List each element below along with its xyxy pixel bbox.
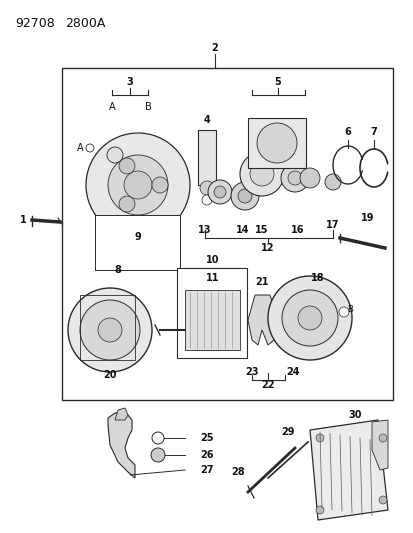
Circle shape bbox=[86, 144, 94, 152]
Text: 92708: 92708 bbox=[15, 17, 55, 30]
Text: 2: 2 bbox=[211, 43, 218, 53]
Text: 7: 7 bbox=[370, 127, 377, 137]
Text: 22: 22 bbox=[261, 380, 274, 390]
Circle shape bbox=[297, 306, 321, 330]
Circle shape bbox=[249, 162, 273, 186]
Polygon shape bbox=[247, 295, 277, 345]
Text: 27: 27 bbox=[199, 465, 213, 475]
Circle shape bbox=[324, 174, 340, 190]
Text: 20: 20 bbox=[103, 370, 116, 380]
Text: 17: 17 bbox=[325, 220, 339, 230]
Circle shape bbox=[98, 318, 122, 342]
Bar bbox=[80, 295, 135, 360]
Text: 4: 4 bbox=[203, 115, 210, 125]
Circle shape bbox=[378, 496, 386, 504]
Circle shape bbox=[199, 181, 214, 195]
Circle shape bbox=[119, 158, 135, 174]
Text: 8: 8 bbox=[114, 265, 121, 275]
Text: 23: 23 bbox=[244, 367, 258, 377]
Circle shape bbox=[152, 177, 168, 193]
Circle shape bbox=[107, 147, 123, 163]
Circle shape bbox=[315, 506, 323, 514]
Text: 3: 3 bbox=[126, 77, 133, 87]
Circle shape bbox=[240, 152, 283, 196]
Text: 6: 6 bbox=[344, 127, 351, 137]
Circle shape bbox=[214, 186, 225, 198]
Text: B: B bbox=[144, 102, 151, 112]
Polygon shape bbox=[108, 412, 135, 478]
Polygon shape bbox=[371, 420, 387, 470]
Circle shape bbox=[207, 180, 231, 204]
Text: 9: 9 bbox=[134, 232, 141, 242]
Circle shape bbox=[68, 288, 152, 372]
Circle shape bbox=[151, 448, 165, 462]
Circle shape bbox=[86, 133, 190, 237]
Text: 21: 21 bbox=[255, 277, 268, 287]
Text: 13: 13 bbox=[198, 225, 211, 235]
Bar bbox=[177, 268, 247, 358]
Text: 15: 15 bbox=[255, 225, 268, 235]
Circle shape bbox=[256, 123, 296, 163]
Text: 16: 16 bbox=[291, 225, 304, 235]
Circle shape bbox=[338, 307, 348, 317]
Circle shape bbox=[80, 300, 140, 360]
Circle shape bbox=[119, 196, 135, 212]
Bar bbox=[62, 68, 392, 400]
Text: A: A bbox=[76, 143, 83, 153]
Circle shape bbox=[124, 171, 152, 199]
Bar bbox=[247, 118, 305, 168]
Text: A: A bbox=[109, 102, 115, 112]
Text: 29: 29 bbox=[280, 427, 294, 437]
Circle shape bbox=[152, 432, 164, 444]
Text: 5: 5 bbox=[274, 77, 281, 87]
Circle shape bbox=[267, 276, 351, 360]
Text: 24: 24 bbox=[285, 367, 299, 377]
Text: 28: 28 bbox=[230, 467, 244, 477]
Circle shape bbox=[315, 434, 323, 442]
Text: 2800A: 2800A bbox=[65, 17, 105, 30]
Circle shape bbox=[230, 182, 259, 210]
Text: 18: 18 bbox=[311, 273, 324, 283]
Circle shape bbox=[281, 290, 337, 346]
Circle shape bbox=[378, 434, 386, 442]
Text: 14: 14 bbox=[236, 225, 249, 235]
Circle shape bbox=[108, 155, 168, 215]
Text: 30: 30 bbox=[347, 410, 361, 420]
Text: B: B bbox=[346, 305, 352, 314]
Text: 12: 12 bbox=[261, 243, 274, 253]
Polygon shape bbox=[309, 420, 387, 520]
Circle shape bbox=[280, 164, 308, 192]
Text: 26: 26 bbox=[199, 450, 213, 460]
Circle shape bbox=[287, 171, 301, 185]
Circle shape bbox=[299, 168, 319, 188]
Text: 19: 19 bbox=[361, 213, 374, 223]
Circle shape bbox=[237, 189, 252, 203]
Circle shape bbox=[202, 195, 211, 205]
Text: 11: 11 bbox=[206, 273, 219, 283]
Text: 1: 1 bbox=[19, 215, 26, 225]
Polygon shape bbox=[115, 408, 128, 420]
Bar bbox=[197, 130, 216, 185]
Bar bbox=[95, 215, 180, 270]
Text: 10: 10 bbox=[206, 255, 219, 265]
Bar bbox=[185, 290, 240, 350]
Text: 25: 25 bbox=[199, 433, 213, 443]
